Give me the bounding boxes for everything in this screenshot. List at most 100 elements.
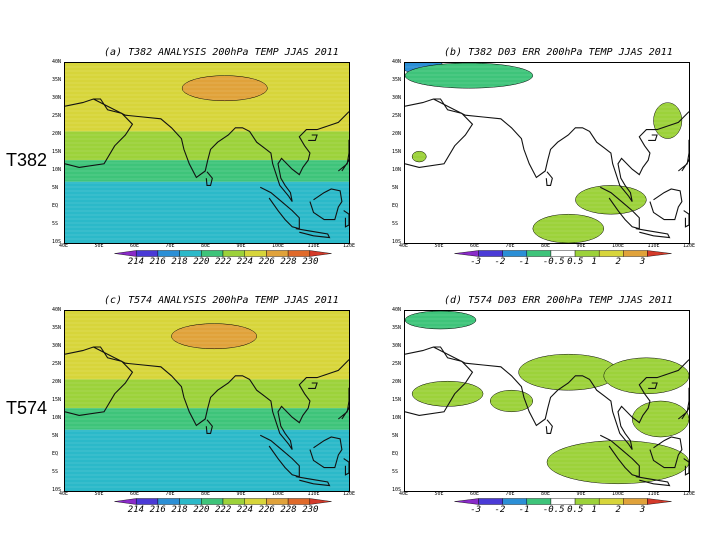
lon-tick-label: 50E xyxy=(94,243,104,249)
panel-title: (d) T574 D03 ERR 200hPa TEMP JJAS 2011 xyxy=(444,295,673,306)
colorbar-swatch xyxy=(478,250,503,257)
lat-tick-label: 25N xyxy=(392,361,402,367)
shaded-region xyxy=(518,353,619,391)
colorbar-swatch xyxy=(647,250,672,257)
lon-tick-label: 80E xyxy=(201,243,211,249)
coastline xyxy=(65,346,134,416)
shaded-band xyxy=(65,131,349,161)
colorbar-label: 226 xyxy=(258,505,275,515)
map-frame xyxy=(404,310,690,492)
colorbar-label: 0.5 xyxy=(567,257,584,267)
coastline xyxy=(678,139,689,172)
lon-tick-label: 80E xyxy=(201,491,211,497)
lon-tick-label: 100E xyxy=(612,243,625,249)
lat-tick-label: 10N xyxy=(52,415,62,421)
coastline xyxy=(343,210,349,228)
lon-tick-label: 110E xyxy=(307,491,320,497)
lat-tick-label: 35N xyxy=(392,77,402,83)
coastline xyxy=(309,188,343,221)
lat-tick-label: 10S xyxy=(392,487,402,493)
colorbar-swatch xyxy=(114,498,137,505)
lat-tick-label: 35N xyxy=(52,77,62,83)
colorbar-swatch xyxy=(478,498,503,505)
lon-tick-label: 90E xyxy=(576,491,586,497)
colorbar-swatch xyxy=(454,250,479,257)
map-frame xyxy=(64,62,350,244)
lat-tick-label: 20N xyxy=(392,379,402,385)
lon-tick-label: 40E xyxy=(59,491,69,497)
coastline xyxy=(405,346,474,416)
colorbar-label: 218 xyxy=(171,505,188,515)
lat-tick-label: 5N xyxy=(52,185,59,191)
colorbar-label: 216 xyxy=(149,505,166,515)
row-label-t574: T574 xyxy=(6,398,48,418)
lat-tick-label: 15N xyxy=(392,397,402,403)
colorbar xyxy=(454,250,672,257)
colorbar-swatch xyxy=(526,250,552,257)
colorbar-swatch xyxy=(502,250,528,257)
colorbar-label: -3 xyxy=(470,257,482,267)
colorbar-swatch xyxy=(114,250,137,257)
shaded-region xyxy=(181,75,268,102)
lon-tick-label: 110E xyxy=(647,491,660,497)
lat-tick-label: 30N xyxy=(52,343,62,349)
lon-tick-label: 60E xyxy=(470,491,480,497)
coastline xyxy=(648,382,658,389)
colorbar-swatch xyxy=(574,250,600,257)
coastline xyxy=(649,188,683,221)
colorbar-swatch xyxy=(244,250,267,257)
coastline xyxy=(205,171,213,186)
lat-tick-label: 5S xyxy=(52,221,59,227)
colorbar-swatch xyxy=(550,250,576,257)
colorbar-label: 3 xyxy=(639,257,646,267)
lat-tick-label: EQ xyxy=(392,451,399,457)
shaded-region xyxy=(411,380,484,407)
shaded-region xyxy=(405,311,477,330)
colorbar-label: -0.5 xyxy=(542,257,565,267)
coastline xyxy=(308,382,318,389)
lon-tick-label: 50E xyxy=(434,491,444,497)
lon-tick-label: 120E xyxy=(683,491,696,497)
colorbar-swatch xyxy=(574,498,600,505)
shaded-region xyxy=(411,150,427,163)
lon-tick-label: 70E xyxy=(505,491,515,497)
colorbar-label: -3 xyxy=(470,505,482,515)
lon-tick-label: 50E xyxy=(94,491,104,497)
lon-tick-label: 60E xyxy=(470,243,480,249)
lon-tick-label: 110E xyxy=(647,243,660,249)
shaded-region xyxy=(171,323,257,350)
colorbar-swatch xyxy=(201,498,224,505)
colorbar-swatch xyxy=(136,250,159,257)
lat-tick-label: 40N xyxy=(392,307,402,313)
shaded-region xyxy=(653,102,683,139)
colorbar-label: 2 xyxy=(615,257,621,267)
coastline xyxy=(678,387,689,420)
coastline xyxy=(260,434,300,478)
colorbar-swatch xyxy=(309,250,332,257)
colorbar-swatch xyxy=(244,498,267,505)
lat-tick-label: 10N xyxy=(52,167,62,173)
colorbar-swatch xyxy=(287,498,311,505)
coastline xyxy=(635,228,671,239)
lat-tick-label: 10S xyxy=(52,239,62,245)
lat-tick-label: 40N xyxy=(52,307,62,313)
lat-tick-label: 30N xyxy=(392,95,402,101)
colorbar-swatch xyxy=(157,498,180,505)
lon-tick-label: 100E xyxy=(612,491,625,497)
lon-tick-label: 40E xyxy=(59,243,69,249)
lon-tick-label: 100E xyxy=(272,243,285,249)
colorbar-label: 1 xyxy=(591,257,597,267)
colorbar-label: 224 xyxy=(236,505,254,515)
coastline xyxy=(308,134,318,141)
lat-tick-label: 40N xyxy=(392,59,402,65)
coastline xyxy=(648,134,658,141)
colorbar-swatch xyxy=(222,498,245,505)
colorbar-label: 228 xyxy=(280,505,297,515)
lat-tick-label: 25N xyxy=(52,113,62,119)
panel-title: (c) T574 ANALYSIS 200hPa TEMP JJAS 2011 xyxy=(104,295,339,306)
coastline xyxy=(545,171,553,186)
colorbar xyxy=(454,498,672,505)
lon-tick-label: 40E xyxy=(399,491,409,497)
colorbar-swatch xyxy=(287,250,311,257)
colorbar-swatch xyxy=(598,250,624,257)
